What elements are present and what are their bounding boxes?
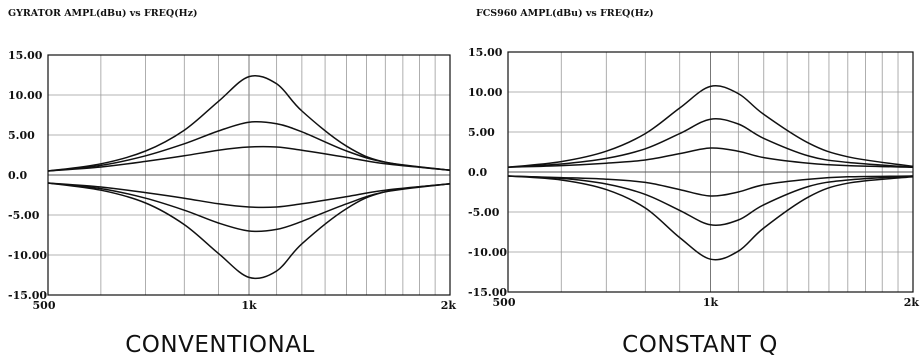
- series-line-5: [47, 182, 451, 233]
- series-line-4: [47, 182, 451, 209]
- y-tick-label: 15.00: [468, 46, 503, 59]
- series-line-2: [507, 118, 914, 168]
- series-line-6: [507, 175, 914, 261]
- y-tick-label: 10.00: [8, 89, 43, 102]
- chart-panel-constant-q: FCS960 AMPL(dBu) vs FREQ(Hz) 15.00 10.00 5…: [460, 0, 920, 363]
- x-tick-label: 2k: [904, 296, 920, 309]
- y-tick-label: 0.0: [8, 169, 27, 182]
- chart-panel-conventional: GYRATOR AMPL(dBu) vs FREQ(Hz) 15.00 10.00…: [8, 8, 457, 358]
- chart-caption: CONVENTIONAL: [125, 332, 315, 358]
- y-tick-label: -15.00: [468, 286, 507, 299]
- y-tick-label: -10.00: [468, 246, 507, 259]
- plot-frame: [507, 51, 914, 293]
- x-tick-label: 500: [33, 299, 56, 312]
- chart-title: GYRATOR AMPL(dBu) vs FREQ(Hz): [8, 8, 198, 19]
- series-line-4: [507, 175, 914, 197]
- y-tick-label: 5.00: [468, 126, 495, 139]
- chart-caption: CONSTANT Q: [622, 332, 778, 358]
- series-line-3: [47, 145, 451, 172]
- x-tick-label: 1k: [703, 296, 719, 309]
- series-line-5: [507, 175, 914, 226]
- y-tick-label: 0.0: [468, 166, 487, 179]
- y-tick-label: -5.00: [468, 206, 500, 219]
- y-tick-label: -5.00: [8, 209, 40, 222]
- series-line-1: [47, 74, 451, 172]
- y-tick-label: 5.00: [8, 129, 35, 142]
- y-tick-label: -10.00: [8, 249, 47, 262]
- x-tick-label: 1k: [241, 299, 257, 312]
- plot-frame: [47, 54, 451, 296]
- y-tick-label: 15.00: [8, 49, 43, 62]
- y-tick-label: 10.00: [468, 86, 503, 99]
- series-line-6: [47, 182, 451, 280]
- series-line-2: [47, 120, 451, 172]
- y-tick-label: -15.00: [8, 289, 47, 302]
- series-line-1: [507, 85, 914, 168]
- x-tick-label: 500: [493, 296, 516, 309]
- chart-title: FCS960 AMPL(dBu) vs FREQ(Hz): [476, 8, 654, 19]
- series-line-3: [507, 147, 914, 168]
- x-tick-label: 2k: [441, 299, 457, 312]
